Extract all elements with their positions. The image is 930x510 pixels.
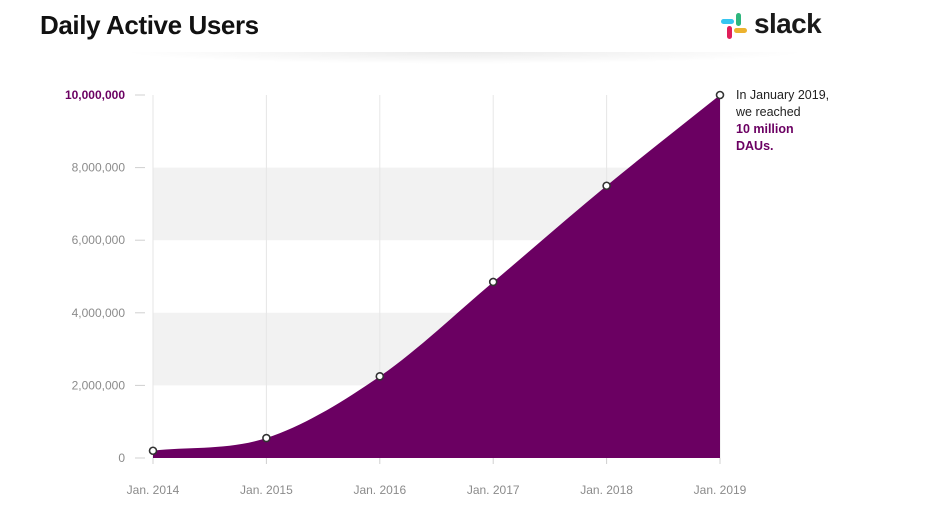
y-tick-label: 6,000,000: [72, 233, 126, 247]
page-title: Daily Active Users: [40, 10, 259, 40]
slack-logo-icon: [721, 13, 747, 39]
logo-bar-red: [727, 26, 732, 39]
header: [0, 0, 930, 58]
header-shadow: [120, 52, 810, 64]
logo-bar-green: [736, 13, 741, 26]
y-tick-label: 10,000,000: [65, 88, 125, 102]
annotation-line-2: we reached: [736, 105, 801, 119]
data-point: [375, 372, 385, 381]
x-tick-label: Jan. 2015: [240, 483, 293, 497]
series-area: [153, 95, 720, 458]
chart-annotation: In January 2019, we reached 10 million D…: [736, 87, 886, 155]
data-point: [602, 181, 611, 191]
annotation-line-1: In January 2019,: [736, 88, 830, 102]
logo-bar-blue: [721, 19, 734, 24]
y-tick-label: 2,000,000: [72, 378, 126, 392]
data-point: [488, 277, 498, 287]
x-tick-label: Jan. 2019: [694, 483, 747, 497]
x-tick-label: Jan. 2014: [127, 483, 180, 497]
annotation-highlight-2: DAUs.: [736, 139, 774, 153]
slack-wordmark: slack: [754, 8, 822, 39]
y-tick-label: 4,000,000: [72, 306, 126, 320]
logo-bar-yellow: [734, 28, 747, 33]
x-tick-label: Jan. 2017: [467, 483, 520, 497]
annotation-highlight-1: 10 million: [736, 122, 794, 136]
slack-logo: slack: [718, 8, 838, 42]
x-tick-label: Jan. 2018: [580, 483, 633, 497]
data-point: [715, 90, 725, 100]
data-point: [262, 433, 271, 443]
data-point: [148, 446, 158, 456]
x-tick-label: Jan. 2016: [353, 483, 406, 497]
y-tick-label: 0: [118, 451, 125, 465]
y-tick-label: 8,000,000: [72, 161, 126, 175]
